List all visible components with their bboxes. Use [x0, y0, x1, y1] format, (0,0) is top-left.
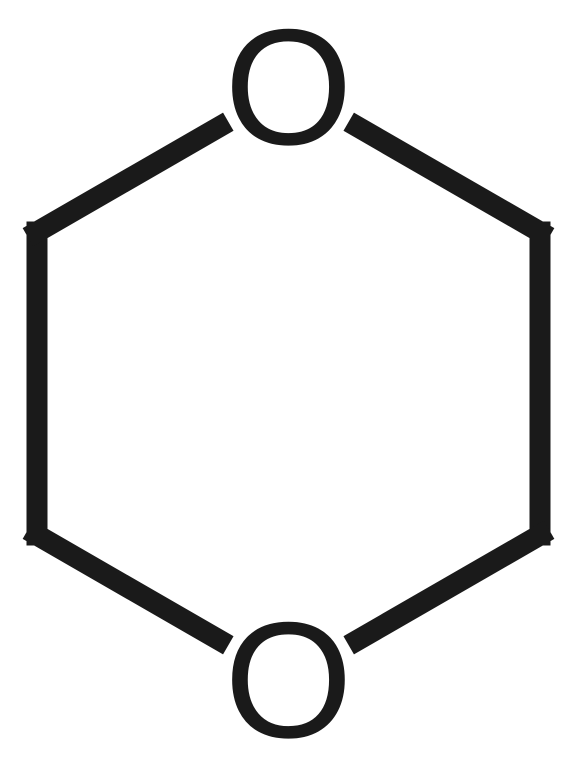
bond: [358, 535, 540, 640]
bond: [37, 535, 219, 640]
bond: [37, 127, 219, 232]
atom-label: O: [224, 588, 352, 767]
atom-label: O: [224, 0, 352, 179]
bond: [358, 127, 540, 232]
molecule-diagram: OO: [0, 0, 577, 767]
